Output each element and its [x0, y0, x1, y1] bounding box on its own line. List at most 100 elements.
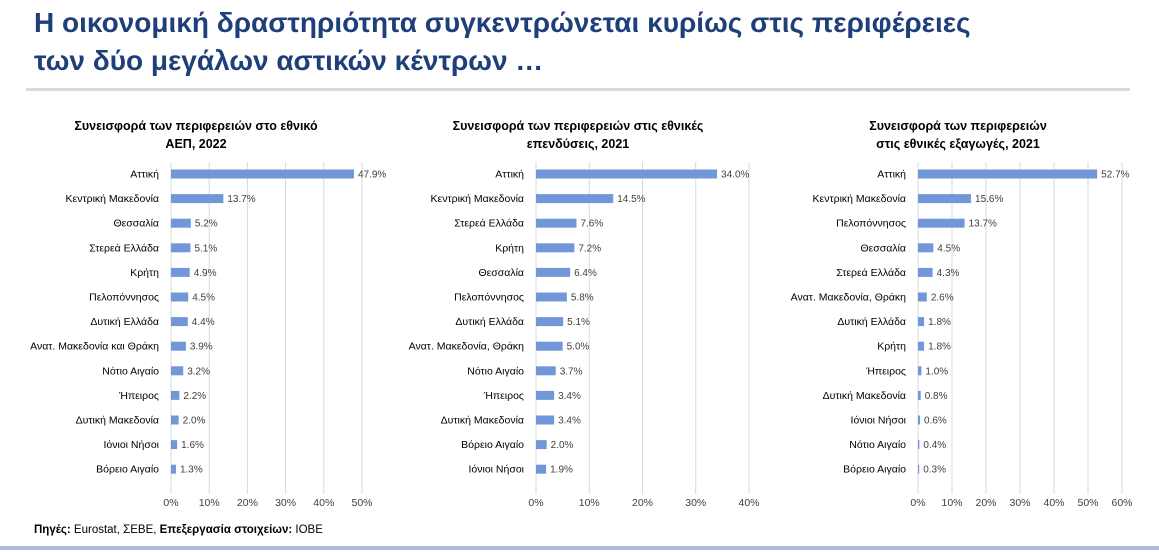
chart3-tick-label: 30% [1009, 497, 1030, 509]
chart2-bar [536, 169, 718, 179]
chart3-tick-label: 10% [941, 497, 962, 509]
chart3-tick-label: 60% [1111, 497, 1132, 509]
chart3-title-line: στις εθνικές εξαγωγές, 2021 [876, 137, 1040, 151]
chart1-category-label: Βόρειο Αιγαίο [96, 464, 159, 476]
chart3-bar [918, 267, 933, 277]
chart3-value-label: 0.6% [924, 416, 947, 427]
chart3-bar [918, 169, 1098, 179]
chart2-bar [536, 218, 577, 228]
chart1-bar [171, 440, 178, 450]
chart1-bar [171, 243, 191, 253]
chart1-bar [171, 341, 186, 351]
chart1-tick-label: 30% [275, 497, 296, 509]
chart3-value-label: 0.8% [925, 391, 948, 402]
chart2-value-label: 1.9% [550, 465, 573, 476]
chart1-bar [171, 415, 179, 425]
chart1-title-line: Συνεισφορά των περιφερειών στο εθνικό [74, 119, 318, 133]
chart1-value-label: 5.1% [194, 243, 217, 254]
chart1-value-label: 4.9% [194, 268, 217, 279]
chart3-tick-label: 0% [910, 497, 925, 509]
chart2-category-label: Δυτική Μακεδονία [441, 415, 524, 427]
chart3-bar [918, 440, 920, 450]
chart2-tick-label: 20% [632, 497, 653, 509]
chart3-bar [918, 415, 921, 425]
chart3-bar [918, 366, 922, 376]
chart2-category-label: Ιόνιοι Νήσοι [468, 464, 524, 476]
chart2-bar [536, 464, 547, 474]
chart2-bar [536, 317, 564, 327]
chart2-tick-label: 30% [685, 497, 706, 509]
chart2-bar [536, 267, 571, 277]
chart2-bar [536, 440, 547, 450]
chart2-tick-label: 10% [579, 497, 600, 509]
chart3-category-label: Δυτική Μακεδονία [823, 390, 906, 402]
chart3-bar [918, 292, 927, 302]
chart2-category-label: Κεντρική Μακεδονία [431, 193, 524, 205]
chart2-bar [536, 366, 556, 376]
source-text: Eurostat, ΣΕΒΕ, [70, 524, 160, 536]
chart3-tick-label: 50% [1077, 497, 1098, 509]
chart2-bar [536, 415, 555, 425]
chart3-category-label: Κρήτη [877, 341, 906, 353]
chart1-category-label: Θεσσαλία [113, 218, 159, 230]
chart3-category-label: Πελοπόννησος [836, 218, 906, 230]
chart2-tick-label: 40% [738, 497, 759, 509]
chart2-category-label: Βόρειο Αιγαίο [461, 439, 524, 451]
chart3-category-label: Ήπειρος [865, 365, 906, 377]
chart3-category-label: Βόρειο Αιγαίο [843, 464, 906, 476]
chart1-bar [171, 194, 224, 204]
chart3-bar [918, 341, 925, 351]
bottom-divider [0, 546, 1159, 550]
chart3-tick-label: 20% [975, 497, 996, 509]
chart2-bar [536, 390, 555, 400]
chart3-bar [918, 390, 921, 400]
chart1-tick-label: 50% [351, 497, 372, 509]
chart2-tick-label: 0% [528, 497, 543, 509]
chart2-category-label: Νότιο Αιγαίο [467, 365, 524, 377]
chart2-category-label: Ανατ. Μακεδονία, Θράκη [409, 341, 524, 353]
processing-text: ΙΟΒΕ [292, 524, 323, 536]
processing-label: Επεξεργασία στοιχείων: [159, 524, 293, 536]
chart2-value-label: 3.7% [560, 366, 583, 377]
title-divider [26, 88, 1130, 91]
chart1-bar [171, 218, 191, 228]
chart2-value-label: 3.4% [558, 416, 581, 427]
chart1-category-label: Ανατ. Μακεδονία και Θράκη [30, 341, 159, 353]
chart2-title-line: Συνεισφορά των περιφερειών στις εθνικές [453, 119, 704, 133]
page-title: Η οικονομική δραστηριότητα συγκεντρώνετα… [34, 7, 971, 76]
chart3-value-label: 0.4% [923, 440, 946, 451]
chart1-category-label: Κρήτη [130, 267, 159, 279]
chart1-category-label: Δυτική Ελλάδα [90, 316, 159, 328]
chart3-category-label: Στερεά Ελλάδα [836, 267, 906, 279]
chart3-category-label: Θεσσαλία [860, 242, 906, 254]
chart1-category-label: Νότιο Αιγαίο [102, 365, 159, 377]
chart3-category-label: Νότιο Αιγαίο [849, 439, 906, 451]
chart1-value-label: 4.5% [192, 293, 215, 304]
source-label: Πηγές: [34, 524, 71, 536]
charts-panel: Συνεισφορά των περιφερειών στο εθνικό ΑΕΠ… [30, 119, 1132, 509]
chart3-bar [918, 194, 972, 204]
chart3-value-label: 1.8% [928, 342, 951, 353]
chart3-category-label: Δυτική Ελλάδα [837, 316, 906, 328]
chart3-category-label: Κεντρική Μακεδονία [813, 193, 906, 205]
chart1-bar [171, 267, 190, 277]
chart1-bar [171, 292, 189, 302]
chart2-value-label: 5.0% [567, 342, 590, 353]
chart1-value-label: 1.3% [180, 465, 203, 476]
chart1-bar [171, 317, 188, 327]
chart3-bar [918, 243, 934, 253]
chart3-bar [918, 464, 920, 474]
chart1-bar [171, 366, 184, 376]
chart1-tick-label: 20% [237, 497, 258, 509]
chart2-value-label: 14.5% [617, 194, 645, 205]
chart2-category-label: Ήπειρος [483, 390, 524, 402]
chart3-tick-label: 40% [1043, 497, 1064, 509]
chart3-value-label: 4.3% [937, 268, 960, 279]
chart3-value-label: 1.0% [925, 366, 948, 377]
chart3-bar [918, 317, 925, 327]
chart2-category-label: Πελοπόννησος [454, 292, 524, 304]
chart2-value-label: 5.1% [567, 317, 590, 328]
chart1-value-label: 5.2% [195, 219, 218, 230]
chart1-category-label: Αττική [130, 169, 159, 181]
chart1-bar [171, 390, 180, 400]
